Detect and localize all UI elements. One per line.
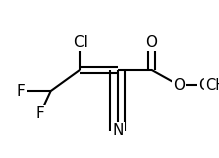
Text: N: N <box>112 123 124 138</box>
Text: Cl: Cl <box>73 35 88 50</box>
Text: F: F <box>36 106 44 121</box>
Text: CH₃: CH₃ <box>205 78 219 93</box>
Text: O: O <box>198 78 210 93</box>
Text: O: O <box>146 35 157 50</box>
Text: F: F <box>17 84 26 99</box>
Text: O: O <box>173 78 185 93</box>
